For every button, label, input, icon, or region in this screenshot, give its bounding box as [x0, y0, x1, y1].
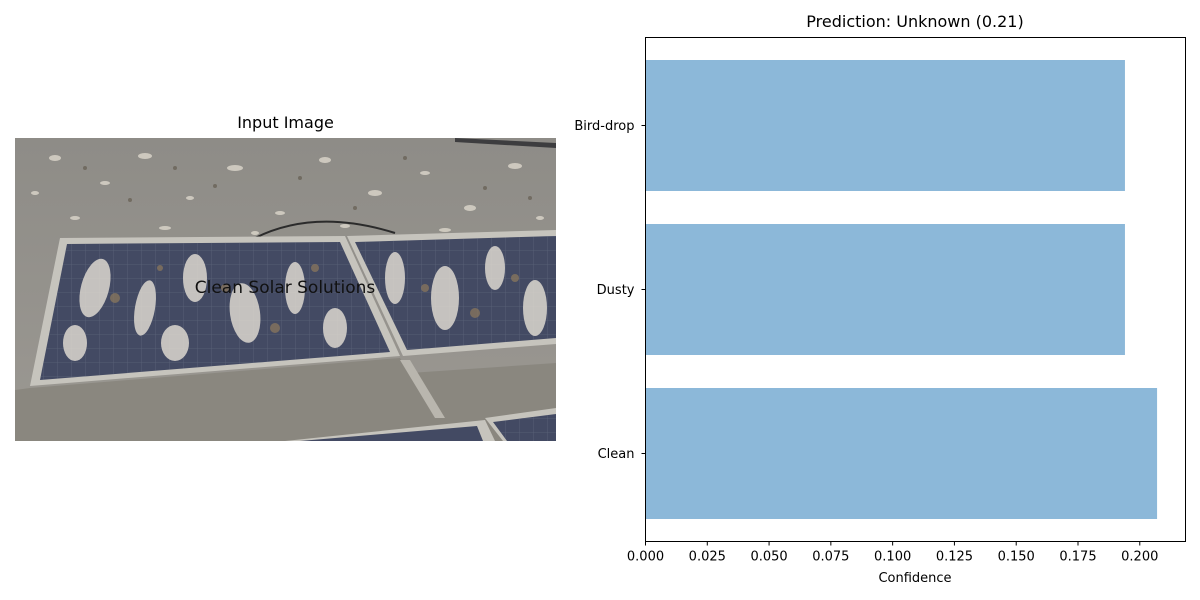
solar-panel-photo: Clean Solar Solutions: [15, 138, 556, 441]
x-tick-label: 0.150: [998, 550, 1035, 565]
x-tick-label: 0.000: [627, 550, 664, 565]
image-panel-title: Input Image: [237, 113, 334, 132]
y-tick-label: Bird-drop: [574, 119, 634, 134]
input-image: Clean Solar Solutions: [15, 138, 556, 441]
bars-group: [645, 60, 1158, 519]
bar-dusty: [645, 224, 1125, 355]
bar-clean: [645, 388, 1158, 519]
x-tick-label: 0.200: [1121, 550, 1158, 565]
x-tick-label: 0.050: [750, 550, 787, 565]
x-tick-label: 0.100: [874, 550, 911, 565]
bar-bird-drop: [645, 60, 1125, 191]
x-tick-label: 0.175: [1059, 550, 1096, 565]
image-watermark: Clean Solar Solutions: [195, 278, 376, 298]
x-axis: 0.000 0.025 0.050 0.075 0.100 0.125 0.150 0.175…: [627, 541, 1158, 565]
x-tick-label: 0.125: [936, 550, 973, 565]
y-axis: Clean Dusty Bird-drop: [574, 119, 646, 462]
y-tick-label: Dusty: [597, 283, 635, 298]
x-tick-label: 0.075: [812, 550, 849, 565]
chart-title: Prediction: Unknown (0.21): [806, 12, 1024, 31]
y-tick-label: Clean: [598, 447, 635, 462]
x-axis-label: Confidence: [878, 571, 951, 586]
x-tick-label: 0.025: [689, 550, 726, 565]
